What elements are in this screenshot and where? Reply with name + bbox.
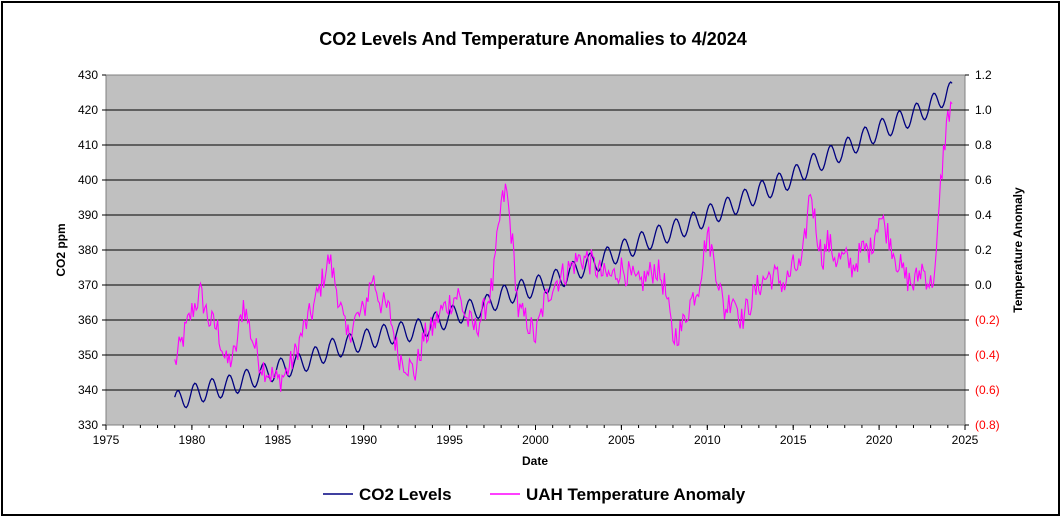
x-tick-label: 2010 — [694, 433, 721, 447]
right-axis-ticks: (0.8) (0.6) (0.4) (0.2) 0.0 0.2 0.4 0.6 0.8 1.0 1.… — [965, 68, 1000, 432]
series-line-co2 — [174, 81, 953, 409]
chart-frame: CO2 Levels And Temperature Anomalies to … — [1, 1, 1060, 516]
left-tick-label: 350 — [78, 348, 98, 362]
x-tick-label: 1980 — [179, 433, 206, 447]
x-tick-label: 1985 — [264, 433, 291, 447]
x-tick-label: 1975 — [93, 433, 120, 447]
right-tick-label: 1.0 — [975, 103, 992, 117]
x-axis-label: Date — [522, 454, 548, 468]
x-tick-label: 1995 — [436, 433, 463, 447]
right-tick-label: 0.6 — [975, 173, 992, 187]
left-tick-label: 400 — [78, 173, 98, 187]
x-tick-label: 2005 — [608, 433, 635, 447]
gridlines — [106, 109, 965, 391]
left-tick-label: 360 — [78, 313, 98, 327]
left-tick-label: 420 — [78, 103, 98, 117]
left-tick-label: 330 — [78, 418, 98, 432]
x-tick-label: 1990 — [350, 433, 377, 447]
right-tick-label: (0.6) — [975, 383, 1000, 397]
right-tick-label: 0.2 — [975, 243, 992, 257]
x-axis-ticks: 1975 1980 1985 1990 1995 2000 2005 2010 2015 2020… — [93, 425, 979, 447]
series-layer — [174, 81, 953, 409]
x-tick-label: 2015 — [780, 433, 807, 447]
x-tick-label: 2025 — [952, 433, 979, 447]
left-tick-label: 390 — [78, 208, 98, 222]
right-tick-label: 0.8 — [975, 138, 992, 152]
right-tick-label: 0.0 — [975, 278, 992, 292]
left-tick-label: 410 — [78, 138, 98, 152]
right-tick-label: (0.8) — [975, 418, 1000, 432]
x-tick-label: 2020 — [866, 433, 893, 447]
left-tick-label: 380 — [78, 243, 98, 257]
legend: CO2 Levels UAH Temperature Anomaly — [323, 485, 746, 504]
right-tick-label: 1.2 — [975, 68, 992, 82]
left-axis-ticks: 330 340 350 360 370 380 390 400 410 420 430 — [78, 68, 106, 432]
series-line-temperature — [174, 100, 953, 392]
legend-label-co2: CO2 Levels — [359, 485, 452, 504]
right-tick-label: (0.4) — [975, 348, 1000, 362]
chart: CO2 Levels And Temperature Anomalies to … — [54, 29, 1025, 504]
x-tick-label: 2000 — [522, 433, 549, 447]
left-tick-label: 340 — [78, 383, 98, 397]
chart-title: CO2 Levels And Temperature Anomalies to … — [319, 29, 746, 49]
y-axis-label-left: CO2 ppm — [54, 223, 68, 276]
left-tick-label: 370 — [78, 278, 98, 292]
right-tick-label: 0.4 — [975, 208, 992, 222]
right-tick-label: (0.2) — [975, 313, 1000, 327]
legend-label-temperature: UAH Temperature Anomaly — [526, 485, 746, 504]
left-tick-label: 430 — [78, 68, 98, 82]
y-axis-label-right: Temperature Anomaly — [1011, 187, 1025, 313]
